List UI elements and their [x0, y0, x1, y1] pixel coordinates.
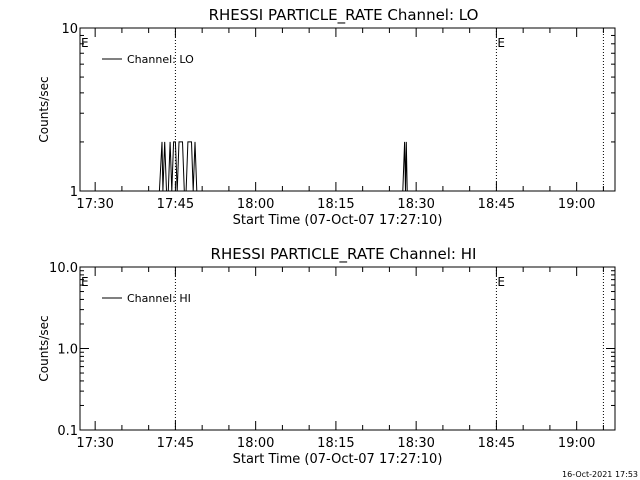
x-tick-label: 17:45 — [157, 197, 194, 212]
left-marker-label: E — [81, 275, 89, 289]
footer-timestamp: 16-Oct-2021 17:53 — [562, 470, 638, 479]
chart-title: RHESSI PARTICLE_RATE Channel: LO — [209, 6, 479, 25]
chart-title: RHESSI PARTICLE_RATE Channel: HI — [211, 245, 477, 264]
x-tick-label: 18:45 — [478, 436, 515, 451]
y-tick-label: 1 — [70, 185, 78, 200]
y-axis-title: Counts/sec — [37, 76, 51, 142]
x-axis-title: Start Time (07-Oct-07 17:27:10) — [233, 213, 443, 228]
x-tick-label: 18:30 — [397, 197, 434, 212]
series-line — [80, 141, 615, 192]
plot-lo-channel: RHESSI PARTICLE_RATE Channel: LO Start Ti… — [37, 6, 616, 228]
x-tick-label: 19:00 — [558, 197, 595, 212]
event-marker-label: E — [497, 36, 505, 50]
legend-label: Channel: HI — [127, 292, 191, 305]
x-tick-label: 17:45 — [157, 436, 194, 451]
y-tick-label: 0.1 — [57, 424, 78, 439]
plot-hi-channel: RHESSI PARTICLE_RATE Channel: HI Start Ti… — [37, 245, 616, 467]
y-tick-label: 1.0 — [57, 343, 78, 358]
event-marker-label: E — [497, 275, 505, 289]
y-tick-label: 10.0 — [49, 261, 78, 276]
y-tick-label: 10 — [61, 22, 78, 37]
x-tick-label: 17:30 — [76, 436, 113, 451]
y-axis-title: Counts/sec — [37, 315, 51, 381]
left-marker-label: E — [81, 36, 89, 50]
x-axis-title: Start Time (07-Oct-07 17:27:10) — [233, 452, 443, 467]
x-tick-label: 19:00 — [558, 436, 595, 451]
x-tick-label: 18:00 — [237, 436, 274, 451]
x-tick-label: 18:15 — [317, 436, 354, 451]
x-tick-label: 18:15 — [317, 197, 354, 212]
x-tick-label: 18:30 — [397, 436, 434, 451]
x-tick-label: 18:45 — [478, 197, 515, 212]
x-tick-label: 18:00 — [237, 197, 274, 212]
x-tick-label: 17:30 — [76, 197, 113, 212]
legend-label: Channel: LO — [127, 53, 194, 66]
